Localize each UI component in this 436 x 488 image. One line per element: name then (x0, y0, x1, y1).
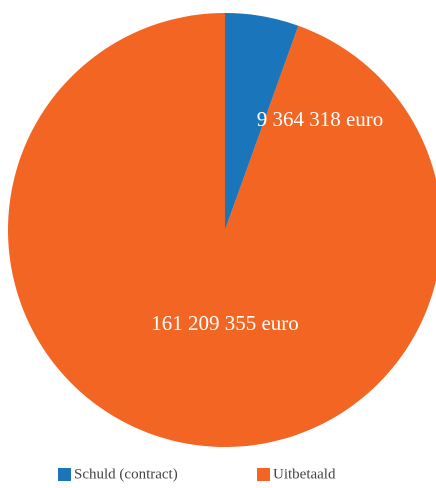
slice-label: 161 209 355 euro (151, 311, 299, 335)
legend-label: Uitbetaald (273, 466, 336, 482)
legend-label: Schuld (contract) (74, 466, 178, 482)
legend-swatch (257, 468, 270, 481)
legend: Schuld (contract) Uitbetaald (58, 466, 336, 482)
pie-slice (225, 13, 299, 230)
slice-label: 9 364 318 euro (257, 107, 384, 131)
pie-slice (8, 13, 436, 447)
pie (8, 13, 436, 447)
legend-swatch (58, 468, 71, 481)
